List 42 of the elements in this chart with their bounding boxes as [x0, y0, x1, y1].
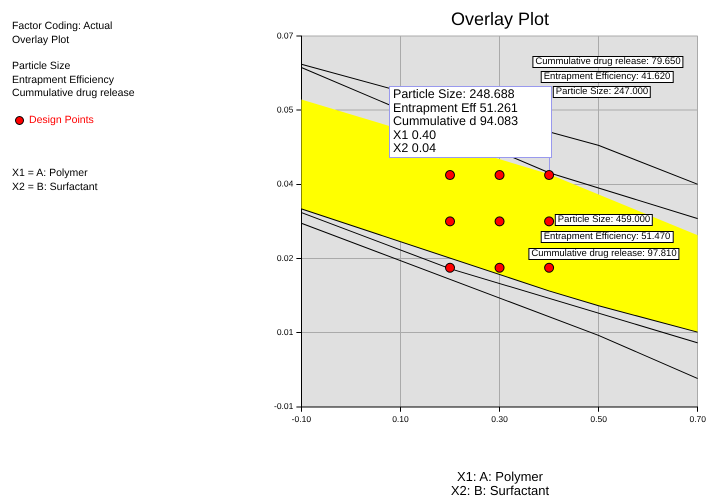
x-tick-label: -0.10 [292, 414, 312, 424]
x-tick-label: 0.70 [689, 414, 706, 424]
legend-label: Design Points [29, 114, 94, 127]
annotation: Cummulative drug release: 97.810 [528, 248, 680, 260]
point [494, 262, 505, 273]
point [494, 216, 505, 226]
annotation: Cummulative drug release: 79.650 [532, 56, 684, 68]
text: Particle Size [12, 60, 72, 74]
text: X1 = A: Polymer [12, 167, 89, 180]
y-tick-label: 0.02 [276, 252, 294, 263]
point [445, 262, 456, 273]
text: Entrapment Efficiency [12, 74, 115, 87]
annotation: Particle Size: 247.000 [552, 86, 652, 98]
annotation: Particle Size: 248.688 [393, 87, 516, 102]
annotation: X2 0.04 [393, 141, 438, 156]
y-tick-label: 0.05 [276, 104, 294, 115]
x-tick-label: 0.10 [392, 414, 410, 424]
point [544, 216, 554, 226]
point [544, 262, 554, 273]
annotation: Entrapment Eff 51.261 [393, 100, 519, 115]
annotation: Entrapment Efficiency: 41.620 [540, 71, 674, 83]
y-tick-label: -0.01 [274, 401, 294, 412]
annotation: Particle Size: 459.000 [554, 214, 654, 226]
point [494, 170, 505, 180]
text: Factor Coding: Actual [12, 20, 114, 34]
x-axis-title: X1: A: Polymer [456, 469, 544, 484]
annotation: X1 0.40 [393, 128, 438, 142]
y-tick-label: 0.01 [276, 326, 294, 337]
text: Cummulative drug release [12, 87, 135, 100]
point [445, 170, 456, 180]
y-tick-label: 0.04 [276, 178, 294, 189]
chart-title: Overlay Plot [450, 9, 550, 30]
annotation: Entrapment Efficiency: 51.470 [540, 231, 674, 243]
text: X2 = B: Surfactant [12, 180, 99, 194]
point [445, 216, 456, 226]
text: Overlay Plot [12, 34, 70, 47]
annotation: Cummulative d 94.083 [393, 114, 520, 128]
x-tick-label: 0.50 [590, 414, 608, 424]
text: X2: B: Surfactant [450, 483, 550, 498]
x-tick-label: 0.30 [491, 414, 508, 424]
y-tick-label: 0.07 [276, 30, 294, 40]
point [544, 170, 554, 180]
